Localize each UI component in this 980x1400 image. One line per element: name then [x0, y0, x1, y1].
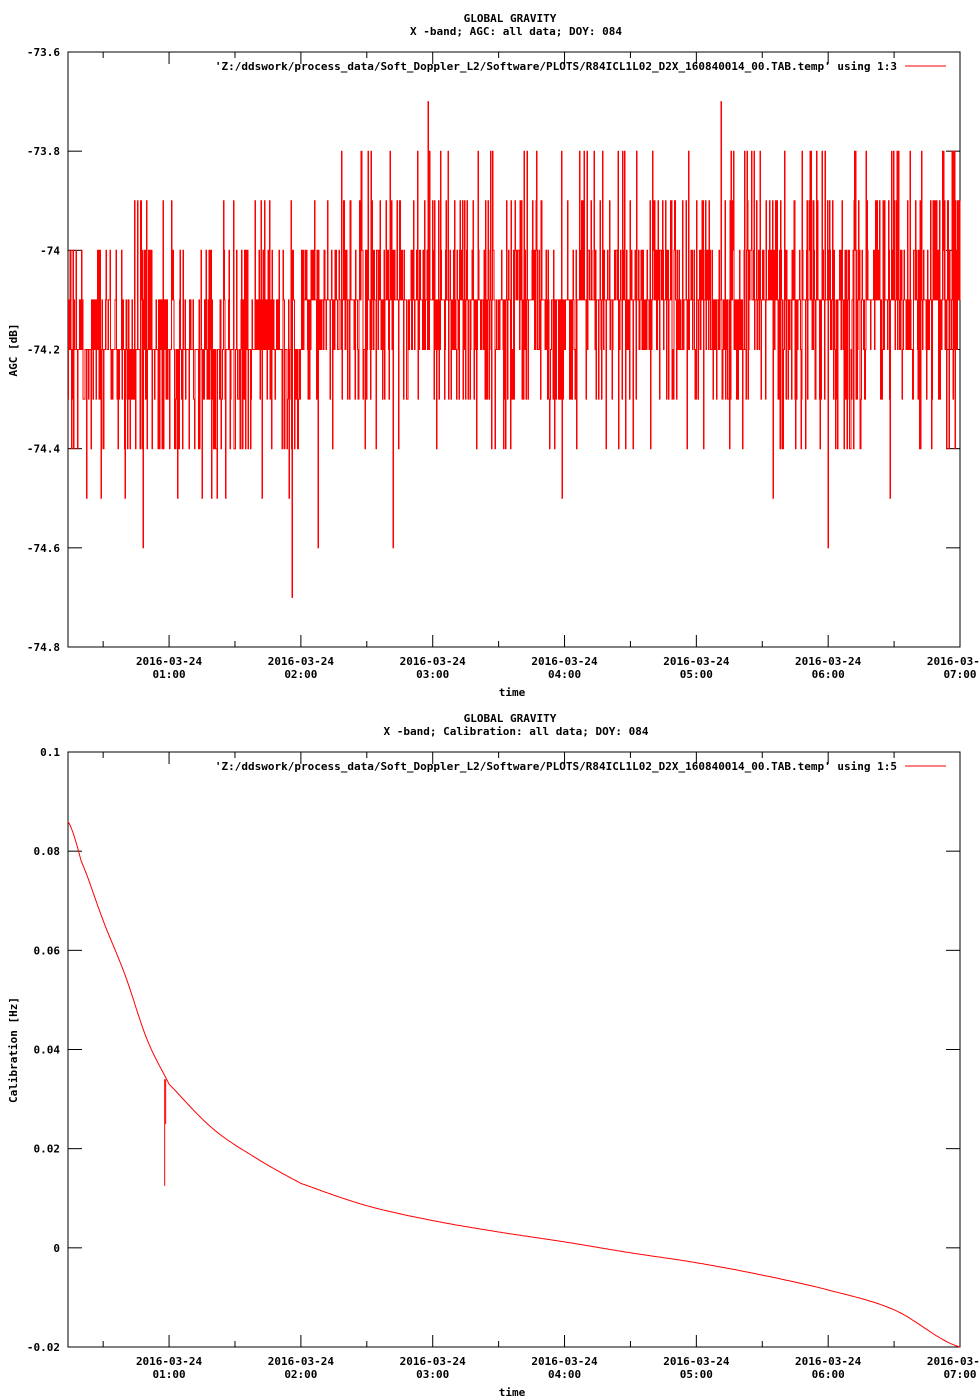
- y-tick-label: 0.08: [34, 845, 61, 858]
- x-tick-time: 01:00: [153, 1368, 186, 1381]
- agc-chart: GLOBAL GRAVITY X -band; AGC: all data; D…: [7, 12, 980, 699]
- x-tick-date: 2016-03-24: [400, 1355, 467, 1368]
- x-axis-label: time: [499, 686, 526, 699]
- y-tick-label: 0.04: [34, 1044, 61, 1057]
- chart-title: GLOBAL GRAVITY: [464, 12, 557, 25]
- legend-label: 'Z:/ddswork/process_data/Soft_Doppler_L2…: [215, 760, 897, 773]
- x-tick-date: 2016-03-03: [927, 655, 980, 668]
- x-tick-time: 03:00: [416, 1368, 449, 1381]
- x-tick-date: 2016-03-24: [136, 1355, 203, 1368]
- y-tick-label: -74.6: [27, 542, 60, 555]
- x-ticks: 2016-03-2401:002016-03-2402:002016-03-24…: [102, 752, 980, 1381]
- series-group: [68, 101, 961, 598]
- y-tick-label: -74.4: [27, 443, 60, 456]
- x-tick-date: 2016-03-24: [268, 655, 335, 668]
- y-tick-label: -73.6: [27, 46, 60, 59]
- x-tick-time: 02:00: [284, 668, 317, 681]
- x-tick-time: 05:00: [680, 1368, 713, 1381]
- agc-series-line: [68, 101, 961, 598]
- x-tick-date: 2016-03-24: [795, 1355, 862, 1368]
- y-tick-label: -74.8: [27, 641, 60, 654]
- y-tick-label: -74.2: [27, 344, 60, 357]
- x-tick-date: 2016-03-24: [663, 1355, 730, 1368]
- y-tick-label: -73.8: [27, 145, 60, 158]
- plot-frame: [67, 751, 961, 1348]
- x-tick-date: 2016-03-24: [663, 655, 730, 668]
- x-tick-time: 06:00: [812, 1368, 845, 1381]
- y-axis-label: Calibration [Hz]: [7, 997, 20, 1103]
- series-group: [67, 821, 961, 1348]
- y-ticks: 0.1 0.08 0.06 0.04 0.02 0 -0.02: [27, 746, 960, 1354]
- chart-title: GLOBAL GRAVITY: [464, 712, 557, 725]
- x-tick-time: 04:00: [548, 1368, 581, 1381]
- y-tick-label: 0.1: [40, 746, 60, 759]
- calibration-chart: GLOBAL GRAVITY X -band; Calibration: all…: [7, 712, 980, 1399]
- x-tick-time: 07:00: [943, 668, 976, 681]
- x-tick-date: 2016-03-24: [268, 1355, 335, 1368]
- y-tick-label: -74: [40, 244, 60, 257]
- y-tick-label: 0.06: [34, 944, 61, 957]
- legend-label: 'Z:/ddswork/process_data/Soft_Doppler_L2…: [215, 60, 897, 73]
- plot-area: [67, 751, 961, 1348]
- x-tick-time: 04:00: [548, 668, 581, 681]
- x-tick-date: 2016-03-24: [531, 1355, 598, 1368]
- calibration-series-line: [67, 821, 961, 1348]
- chart-subtitle: X -band; AGC: all data; DOY: 084: [410, 25, 622, 38]
- x-tick-date: 2016-03-24: [795, 655, 862, 668]
- x-tick-date: 2016-03-24: [400, 655, 467, 668]
- chart-subtitle: X -band; Calibration: all data; DOY: 084: [384, 725, 649, 738]
- x-axis-label: time: [499, 1386, 526, 1399]
- y-tick-label: 0: [53, 1242, 60, 1255]
- x-tick-date: 2016-03-24: [531, 655, 598, 668]
- y-tick-label: 0.02: [34, 1143, 61, 1156]
- x-tick-time: 02:00: [284, 1368, 317, 1381]
- x-tick-time: 07:00: [943, 1368, 976, 1381]
- x-tick-time: 01:00: [153, 668, 186, 681]
- x-tick-date: 2016-03-03: [927, 1355, 980, 1368]
- x-tick-time: 03:00: [416, 668, 449, 681]
- x-tick-time: 06:00: [812, 668, 845, 681]
- y-axis-label: AGC [dB]: [7, 324, 20, 377]
- x-tick-time: 05:00: [680, 668, 713, 681]
- x-ticks: 2016-03-2401:002016-03-2402:002016-03-24…: [102, 52, 980, 681]
- y-tick-label: -0.02: [27, 1341, 60, 1354]
- x-tick-date: 2016-03-24: [136, 655, 203, 668]
